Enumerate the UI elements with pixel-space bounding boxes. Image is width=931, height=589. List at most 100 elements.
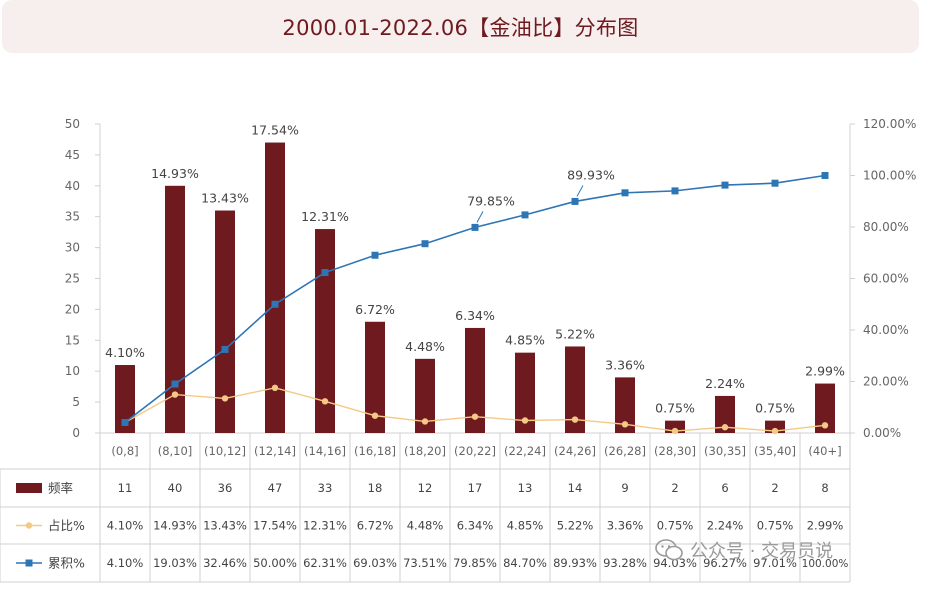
table-cell: 6.34% — [457, 519, 494, 533]
bar — [565, 346, 585, 433]
table-cell: 13 — [518, 481, 533, 495]
share-series-point — [221, 395, 229, 402]
cumulative-series-point — [771, 179, 779, 187]
bar-data-label: 17.54% — [251, 123, 299, 138]
table-cell: 4.85% — [507, 519, 544, 533]
y-left-tick-label: 50 — [65, 117, 80, 131]
bar — [415, 358, 435, 433]
y-left-tick-label: 10 — [65, 364, 80, 378]
cumulative-series-point — [221, 345, 229, 353]
y-right-tick-label: 100.00% — [863, 169, 916, 183]
bar — [815, 383, 835, 433]
share-series-point — [371, 412, 379, 419]
cumulative-series-point — [121, 418, 129, 426]
table-cell: 96.27% — [703, 556, 747, 570]
table-cell: 6 — [721, 481, 728, 495]
cumulative-series-point — [521, 211, 529, 219]
x-tick-label: (12,14] — [254, 444, 296, 458]
bar — [465, 327, 485, 433]
y-right-tick-label: 0.00% — [863, 426, 901, 440]
x-tick-label: (40+] — [808, 444, 841, 458]
table-cell: 94.03% — [653, 556, 697, 570]
share-series-point — [171, 391, 179, 398]
share-series-point — [671, 427, 679, 435]
x-tick-label: (18,20] — [404, 444, 446, 458]
x-tick-label: (35,40] — [754, 444, 796, 458]
y-left-tick-label: 45 — [65, 148, 80, 162]
share-series-point — [821, 422, 829, 429]
table-cell: 2 — [671, 481, 678, 495]
table-cell: 33 — [318, 481, 333, 495]
y-left-tick-label: 0 — [72, 426, 80, 440]
table-cell: 6.72% — [357, 519, 394, 533]
table-cell: 36 — [218, 481, 233, 495]
bar-data-label: 4.10% — [105, 345, 145, 360]
x-tick-label: (26,28] — [604, 444, 646, 458]
table-cell: 4.10% — [107, 519, 144, 533]
y-right-tick-label: 40.00% — [863, 323, 909, 337]
table-cell: 0.75% — [757, 519, 794, 533]
y-right-tick-label: 60.00% — [863, 272, 909, 286]
y-left-tick-label: 5 — [72, 395, 80, 409]
table-cell: 69.03% — [353, 556, 397, 570]
cumulative-series-point — [321, 269, 329, 277]
table-cell: 50.00% — [253, 556, 297, 570]
bar — [265, 142, 285, 434]
table-cell: 19.03% — [153, 556, 197, 570]
table-cell: 14 — [568, 481, 583, 495]
legend-label: 频率 — [48, 481, 73, 496]
table-cell: 4.48% — [407, 519, 444, 533]
watermark: 公众号 · 交易员说 — [654, 537, 833, 563]
table-cell: 13.43% — [203, 519, 247, 533]
bar-data-label: 12.31% — [301, 209, 349, 224]
callout-label: 79.85% — [467, 193, 515, 208]
share-series-point — [321, 398, 329, 405]
table-cell: 12.31% — [303, 519, 347, 533]
table-cell: 32.46% — [203, 556, 247, 570]
share-series-point — [771, 427, 779, 435]
cumulative-series-point — [421, 240, 429, 248]
table-cell: 2.99% — [807, 519, 844, 533]
table-cell: 100.00% — [802, 558, 849, 570]
y-left-tick-label: 15 — [65, 333, 80, 347]
table-cell: 93.28% — [603, 556, 647, 570]
bar — [165, 185, 185, 433]
table-cell: 97.01% — [753, 556, 797, 570]
y-left-tick-label: 30 — [65, 241, 80, 255]
x-tick-label: (20,22] — [454, 444, 496, 458]
share-series-point — [621, 421, 629, 428]
share-series-point — [521, 417, 529, 424]
table-cell: 2.24% — [707, 519, 744, 533]
bar — [115, 365, 135, 433]
table-cell: 17.54% — [253, 519, 297, 533]
callout-leader — [476, 211, 484, 223]
bar-data-label: 5.22% — [555, 326, 595, 341]
table-cell: 73.51% — [403, 556, 447, 570]
cumulative-series-point — [721, 181, 729, 189]
cumulative-series-point — [271, 300, 279, 308]
table-cell: 84.70% — [503, 556, 547, 570]
table-cell: 11 — [118, 481, 133, 495]
x-tick-label: (8,10] — [158, 444, 193, 458]
legend-swatch-bar — [16, 483, 42, 493]
table-cell: 3.36% — [607, 519, 644, 533]
cumulative-series-point — [821, 172, 829, 179]
x-tick-label: (22,24] — [504, 444, 546, 458]
y-right-tick-label: 20.00% — [863, 375, 909, 389]
x-tick-label: (16,18] — [354, 444, 396, 458]
share-series-point — [471, 413, 479, 420]
cumulative-series-point — [571, 197, 579, 205]
table-cell: 40 — [168, 481, 183, 495]
legend-swatch-marker — [25, 522, 33, 529]
cumulative-series-point — [171, 380, 179, 388]
table-cell: 47 — [268, 481, 283, 495]
table-cell: 89.93% — [553, 556, 597, 570]
bar — [715, 395, 735, 433]
bar-data-label: 3.36% — [605, 357, 645, 372]
table-cell: 62.31% — [303, 556, 347, 570]
x-tick-label: (24,26] — [554, 444, 596, 458]
bar — [615, 377, 635, 433]
y-left-tick-label: 40 — [65, 179, 80, 193]
table-cell: 0.75% — [657, 519, 694, 533]
